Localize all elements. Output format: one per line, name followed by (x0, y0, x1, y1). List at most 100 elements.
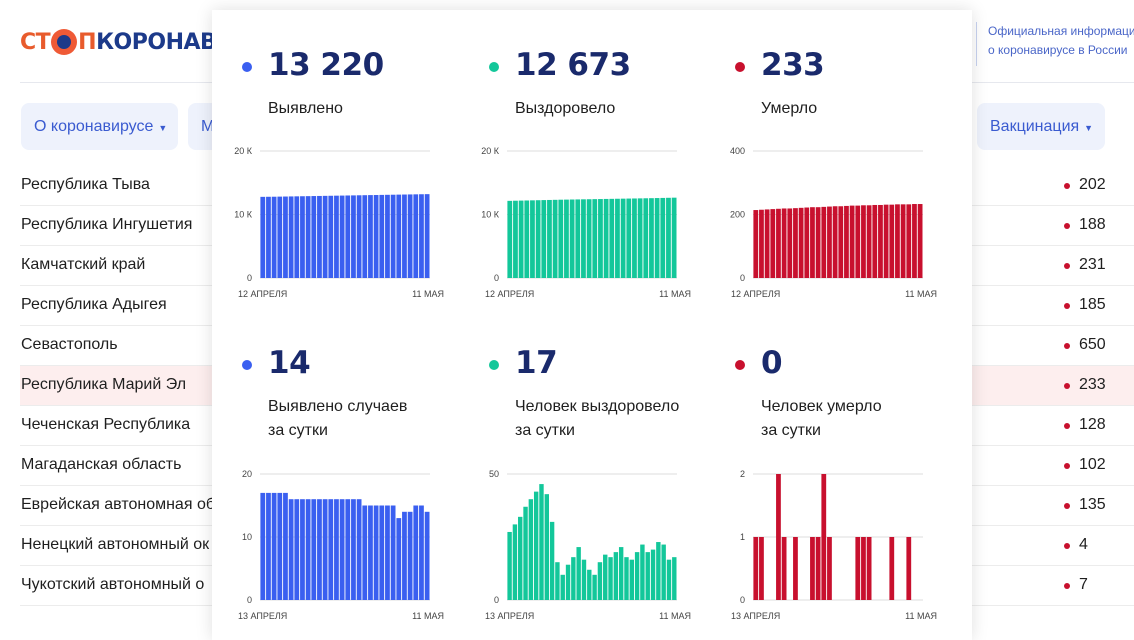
chart-bar (626, 198, 632, 278)
chart-bar (849, 205, 855, 278)
y-tick-label: 0 (494, 273, 499, 283)
chart-bar (518, 516, 523, 600)
chart-bar (356, 195, 362, 278)
y-tick-label: 0 (740, 595, 745, 605)
region-name: Еврейская автономная об (21, 496, 215, 513)
chart-bar (660, 197, 666, 278)
chart-bar (544, 494, 549, 600)
chart-bar (407, 194, 413, 278)
chart-bar (671, 197, 677, 278)
chart-bar (552, 199, 558, 278)
chart-bar (576, 547, 581, 600)
chart-bar (322, 499, 328, 600)
chart-bar (776, 474, 781, 600)
chart-bar (424, 194, 430, 278)
chart-bar (328, 195, 334, 278)
death-dot-icon (1064, 423, 1070, 429)
stat-detected-daily-value: 14 (268, 345, 311, 381)
chart-bar (598, 199, 603, 278)
death-dot-icon (1064, 183, 1070, 189)
chart-bar (322, 195, 328, 278)
chart-bar (654, 198, 660, 278)
chart-bar (266, 492, 271, 600)
chart-bar (305, 196, 311, 278)
chart-bar (643, 198, 649, 278)
nav-vaccination-label: Вакцинация (990, 117, 1080, 135)
died-bullet (735, 62, 745, 72)
chart-bar (345, 195, 351, 278)
y-tick-label: 0 (247, 595, 252, 605)
detected-bullet (242, 62, 252, 72)
chart-bar (581, 199, 586, 278)
region-deaths-value: 128 (1079, 416, 1106, 433)
stat-recovered-label: Выздоровело (515, 100, 616, 117)
official-info-link[interactable]: Официальная информаци о коронавирусе в Р… (976, 22, 1134, 66)
chart-bar (283, 492, 288, 600)
death-dot-icon (1064, 303, 1070, 309)
stat-died-value: 233 (761, 47, 825, 83)
y-tick-label: 20 К (481, 146, 500, 156)
chart-bar (815, 537, 821, 600)
y-tick-label: 1 (740, 532, 745, 542)
chart-bar (317, 499, 322, 600)
region-deaths-value: 202 (1079, 176, 1106, 193)
region-deaths-value: 188 (1079, 216, 1106, 233)
chart-bar (402, 194, 407, 278)
region-name: Магаданская область (21, 456, 182, 473)
stat-detected-daily-label-2: за сутки (268, 422, 328, 439)
chart-bar (632, 198, 637, 278)
stopcoronavirus-logo[interactable]: СТ П КОРОНАВИ (20, 24, 235, 60)
chart-bar (396, 518, 402, 600)
chart-bar (277, 492, 283, 600)
official-info-line-1: Официальная информаци (988, 24, 1134, 38)
nav-vaccination-button[interactable]: Вакцинация ▼ (977, 103, 1105, 150)
region-deaths-value: 7 (1079, 576, 1088, 593)
logo-part-1: СТ (20, 29, 51, 55)
chart-bar (351, 499, 356, 600)
region-name: Камчатский край (21, 256, 146, 273)
chart-bar (547, 199, 552, 278)
chart-bar (362, 505, 368, 600)
chart-bar (798, 207, 804, 278)
chart-bar (861, 537, 866, 600)
region-name: Чеченская Республика (21, 416, 191, 433)
logo-part-3: КОРОНАВИ (96, 29, 235, 55)
chart-bar (821, 206, 827, 278)
chart-bar (523, 506, 528, 600)
chart-bar (419, 505, 424, 600)
chart-bar (549, 521, 555, 600)
chart-bar (507, 531, 512, 600)
chart-bar (351, 195, 356, 278)
y-tick-label: 200 (730, 210, 745, 220)
death-dot-icon (1064, 463, 1070, 469)
chart-bar (592, 199, 598, 278)
chart-bar (586, 199, 592, 278)
x-end-label: 11 МАЯ (905, 611, 937, 621)
chart-bar (804, 207, 810, 278)
region-deaths-value: 4 (1079, 536, 1088, 553)
detected-daily-chart: 0 10 20 13 АПРЕЛЯ 11 МАЯ (238, 469, 444, 621)
detected-total-chart: 0 10 К 20 К 12 АПРЕЛЯ 11 МАЯ (234, 146, 444, 299)
chart-bar (271, 492, 277, 600)
y-tick-label: 0 (494, 595, 499, 605)
region-deaths-value: 185 (1079, 296, 1106, 313)
chart-bar (424, 511, 430, 600)
x-start-label: 12 АПРЕЛЯ (731, 289, 780, 299)
chart-bar (560, 574, 565, 600)
chart-bar (917, 204, 923, 278)
logo-part-2: П (78, 29, 97, 55)
stat-recovered-daily-label-1: Человек выздоровело (515, 398, 680, 415)
chart-bar (603, 198, 609, 278)
death-dot-icon (1064, 223, 1070, 229)
chart-bar (277, 196, 283, 278)
death-dot-icon (1064, 343, 1070, 349)
chart-bar (373, 505, 379, 600)
stat-detected-daily-label-1: Выявлено случаев (268, 398, 408, 415)
chart-bar (407, 511, 413, 600)
recovered-bullet (489, 62, 499, 72)
chart-bar (615, 198, 620, 278)
chart-bar (373, 195, 379, 278)
died-daily-bullet (735, 360, 745, 370)
y-tick-label: 10 (242, 532, 252, 542)
nav-about-coronavirus-button[interactable]: О коронавирусе ▼ (21, 103, 178, 150)
